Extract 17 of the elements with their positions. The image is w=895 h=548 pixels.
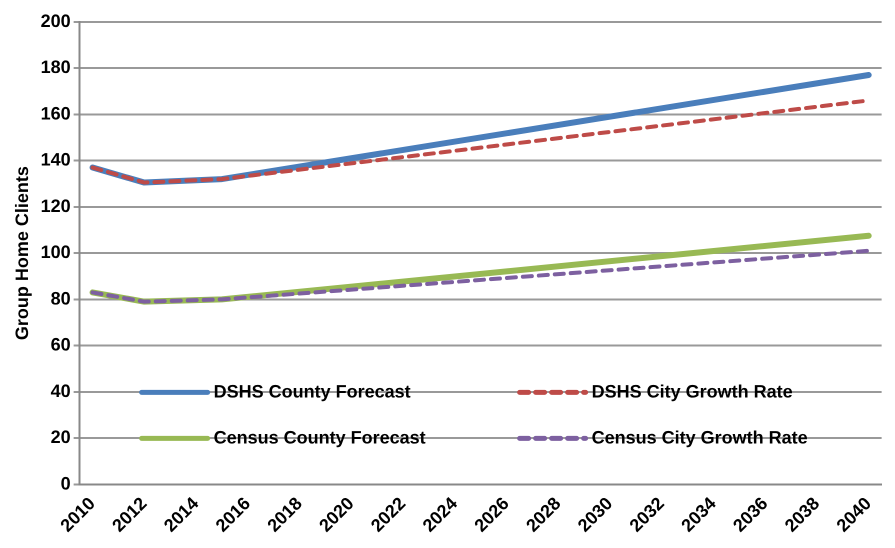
y-tick-label: 100 xyxy=(40,242,71,262)
y-tick-label: 160 xyxy=(40,103,71,124)
line-series xyxy=(90,248,871,304)
y-tick-label: 140 xyxy=(40,150,71,170)
legend-label: Census County Forecast xyxy=(214,427,426,448)
y-tick-label: 80 xyxy=(50,288,71,308)
legend-label: DSHS City Growth Rate xyxy=(592,381,793,402)
legend-label: DSHS County Forecast xyxy=(214,381,411,402)
y-tick-label: 0 xyxy=(60,473,71,494)
y-axis-title: Group Home Clients xyxy=(12,166,32,340)
y-tick-label: 20 xyxy=(50,427,71,448)
y-tick-label: 120 xyxy=(40,196,71,216)
y-tick-label: 60 xyxy=(50,334,71,355)
y-tick-label: 180 xyxy=(40,57,71,78)
legend-label: Census City Growth Rate xyxy=(592,427,808,448)
y-tick-label: 40 xyxy=(50,380,71,401)
y-tick-label: 200 xyxy=(40,10,71,31)
